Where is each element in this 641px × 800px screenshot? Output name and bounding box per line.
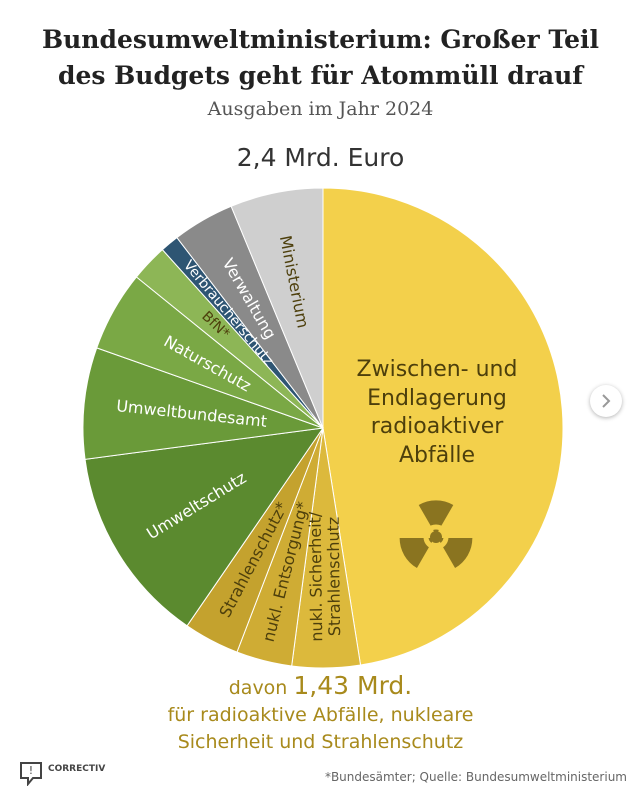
next-button[interactable] xyxy=(590,385,622,417)
chart-title: Bundesumweltministerium: Großer Teil des… xyxy=(41,25,600,90)
logo: CORRECTIV xyxy=(48,764,106,774)
next-icon xyxy=(602,394,611,408)
pie-slice xyxy=(230,187,324,429)
total-label: 2,4 Mrd. Euro xyxy=(236,143,405,172)
pie-slice xyxy=(84,427,325,627)
slice-label: Zwischen- und Endlagerung radioaktiver A… xyxy=(356,357,518,468)
chart-subtitle: Ausgaben im Jahr 2024 xyxy=(207,98,434,120)
logo-icon: ! xyxy=(20,762,42,786)
footnote: *Bundesämter; Quelle: Bundesumweltminist… xyxy=(324,770,627,784)
annotation-amount: 1,43 Mrd. xyxy=(293,671,413,700)
pie-slice xyxy=(82,347,324,460)
annotation-text: für radioaktive Abfälle, nukleare Sicher… xyxy=(167,704,474,753)
slice-label: nukl. Sicherheit/ Strahlenschutz xyxy=(305,511,344,643)
radiation-icon xyxy=(399,500,473,568)
svg-text:!: ! xyxy=(29,764,33,777)
annotation: davon 1,43 Mrd. für radioaktive Abfälle,… xyxy=(0,672,641,756)
pie-slice xyxy=(322,187,564,666)
annotation-prefix: davon xyxy=(228,677,288,699)
